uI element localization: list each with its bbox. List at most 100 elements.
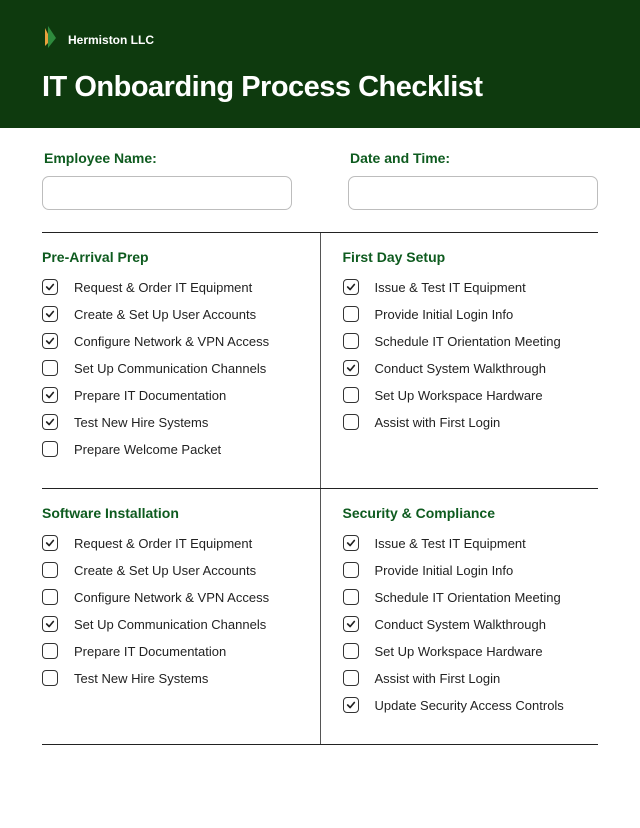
check-item: Request & Order IT Equipment [42,279,298,295]
section-security: Security & Compliance Issue & Test IT Eq… [321,489,599,744]
checkbox[interactable] [42,279,58,295]
header: Hermiston LLC IT Onboarding Process Chec… [0,0,640,128]
check-item-label: Assist with First Login [375,671,501,686]
checkbox[interactable] [343,616,359,632]
checklist: Issue & Test IT Equipment Provide Initial… [343,279,599,430]
check-item: Set Up Communication Channels [42,360,298,376]
check-item-label: Configure Network & VPN Access [74,334,269,349]
logo-icon [42,26,60,53]
check-item-label: Schedule IT Orientation Meeting [375,334,561,349]
employee-name-label: Employee Name: [42,150,292,166]
checkbox[interactable] [42,616,58,632]
check-item: Test New Hire Systems [42,670,298,686]
checkbox[interactable] [42,333,58,349]
datetime-label: Date and Time: [348,150,598,166]
check-item-label: Assist with First Login [375,415,501,430]
checkbox[interactable] [42,306,58,322]
checkbox[interactable] [343,562,359,578]
divider [42,744,598,745]
check-item: Prepare IT Documentation [42,643,298,659]
datetime-input[interactable] [348,176,598,210]
check-item-label: Schedule IT Orientation Meeting [375,590,561,605]
checkbox[interactable] [343,589,359,605]
checklist: Issue & Test IT Equipment Provide Initial… [343,535,599,713]
check-item: Schedule IT Orientation Meeting [343,333,599,349]
checkbox[interactable] [343,360,359,376]
check-item-label: Conduct System Walkthrough [375,361,546,376]
check-item-label: Conduct System Walkthrough [375,617,546,632]
checkbox[interactable] [343,333,359,349]
section-title: Software Installation [42,505,298,521]
checkbox[interactable] [42,670,58,686]
checkbox[interactable] [42,562,58,578]
check-item-label: Set Up Workspace Hardware [375,388,543,403]
check-item: Create & Set Up User Accounts [42,562,298,578]
check-item: Schedule IT Orientation Meeting [343,589,599,605]
brand: Hermiston LLC [42,26,598,53]
check-item-label: Prepare IT Documentation [74,644,226,659]
section-software: Software Installation Request & Order IT… [42,489,321,744]
employee-name-input[interactable] [42,176,292,210]
checkbox[interactable] [343,306,359,322]
check-item: Set Up Communication Channels [42,616,298,632]
checkbox[interactable] [42,589,58,605]
checkbox[interactable] [343,279,359,295]
page-title: IT Onboarding Process Checklist [42,71,598,104]
section-first-day: First Day Setup Issue & Test IT Equipmen… [321,233,599,488]
checkbox[interactable] [343,387,359,403]
check-item-label: Configure Network & VPN Access [74,590,269,605]
brand-name: Hermiston LLC [68,33,154,47]
check-item-label: Provide Initial Login Info [375,307,514,322]
check-item: Prepare Welcome Packet [42,441,298,457]
check-item: Create & Set Up User Accounts [42,306,298,322]
check-item-label: Create & Set Up User Accounts [74,563,256,578]
check-item-label: Request & Order IT Equipment [74,280,252,295]
check-item: Set Up Workspace Hardware [343,387,599,403]
check-item: Conduct System Walkthrough [343,616,599,632]
check-item: Request & Order IT Equipment [42,535,298,551]
checklist: Request & Order IT Equipment Create & Set… [42,279,298,457]
section-title: Pre-Arrival Prep [42,249,298,265]
section-title: First Day Setup [343,249,599,265]
checkbox[interactable] [42,535,58,551]
check-item-label: Issue & Test IT Equipment [375,536,526,551]
check-item-label: Issue & Test IT Equipment [375,280,526,295]
checkbox[interactable] [42,643,58,659]
sections-row-2: Software Installation Request & Order IT… [42,489,598,744]
check-item-label: Set Up Workspace Hardware [375,644,543,659]
check-item-label: Update Security Access Controls [375,698,564,713]
check-item: Issue & Test IT Equipment [343,279,599,295]
check-item-label: Test New Hire Systems [74,415,208,430]
check-item-label: Provide Initial Login Info [375,563,514,578]
check-item: Issue & Test IT Equipment [343,535,599,551]
content: Employee Name: Date and Time: Pre-Arriva… [0,128,640,763]
check-item-label: Prepare Welcome Packet [74,442,221,457]
check-item: Provide Initial Login Info [343,306,599,322]
checkbox[interactable] [343,670,359,686]
check-item-label: Set Up Communication Channels [74,361,266,376]
checkbox[interactable] [42,387,58,403]
checkbox[interactable] [343,414,359,430]
check-item: Update Security Access Controls [343,697,599,713]
check-item-label: Set Up Communication Channels [74,617,266,632]
check-item: Assist with First Login [343,670,599,686]
checkbox[interactable] [42,360,58,376]
checkbox[interactable] [343,697,359,713]
section-title: Security & Compliance [343,505,599,521]
check-item: Set Up Workspace Hardware [343,643,599,659]
check-item: Test New Hire Systems [42,414,298,430]
checklist: Request & Order IT Equipment Create & Set… [42,535,298,686]
checkbox[interactable] [42,441,58,457]
check-item: Configure Network & VPN Access [42,589,298,605]
checkbox[interactable] [343,643,359,659]
checkbox[interactable] [42,414,58,430]
check-item-label: Test New Hire Systems [74,671,208,686]
sections-row-1: Pre-Arrival Prep Request & Order IT Equi… [42,233,598,488]
check-item-label: Request & Order IT Equipment [74,536,252,551]
check-item: Configure Network & VPN Access [42,333,298,349]
check-item: Prepare IT Documentation [42,387,298,403]
checkbox[interactable] [343,535,359,551]
check-item-label: Prepare IT Documentation [74,388,226,403]
form-row: Employee Name: Date and Time: [42,150,598,210]
check-item: Provide Initial Login Info [343,562,599,578]
